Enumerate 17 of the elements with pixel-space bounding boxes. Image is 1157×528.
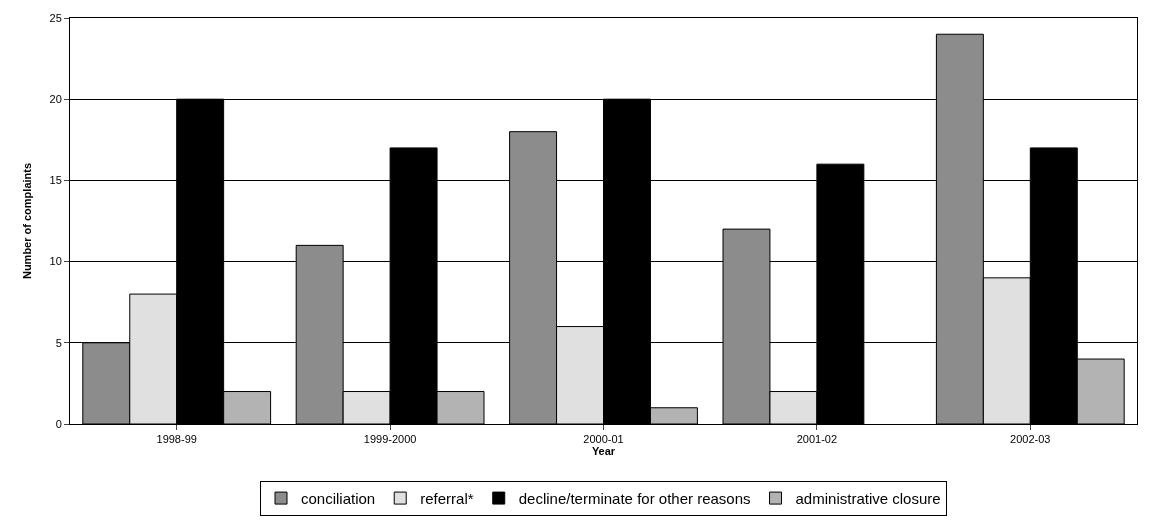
- y-tick-label: 25: [49, 11, 62, 24]
- y-tick-label: 10: [49, 255, 62, 268]
- y-tick-label: 20: [49, 93, 62, 106]
- x-tick-label: 1998-99: [156, 433, 197, 446]
- x-tick-label: 2002-03: [1010, 433, 1051, 446]
- legend-label: decline/terminate for other reasons: [518, 489, 751, 507]
- y-axis-title: Number of complaints: [21, 162, 34, 280]
- y-tick-label: 5: [55, 336, 62, 349]
- x-tick-label: 1999-2000: [363, 433, 417, 446]
- legend-label: conciliation: [301, 489, 376, 507]
- legend-label: administrative closure: [795, 489, 941, 507]
- y-tick-label: 15: [49, 174, 62, 187]
- legend-label: referral*: [420, 489, 474, 507]
- x-tick-label: 2001-02: [796, 433, 838, 446]
- x-axis-title: Year: [591, 445, 616, 458]
- x-tick-label: 2000-01: [583, 433, 624, 446]
- y-tick-label: 0: [55, 417, 62, 430]
